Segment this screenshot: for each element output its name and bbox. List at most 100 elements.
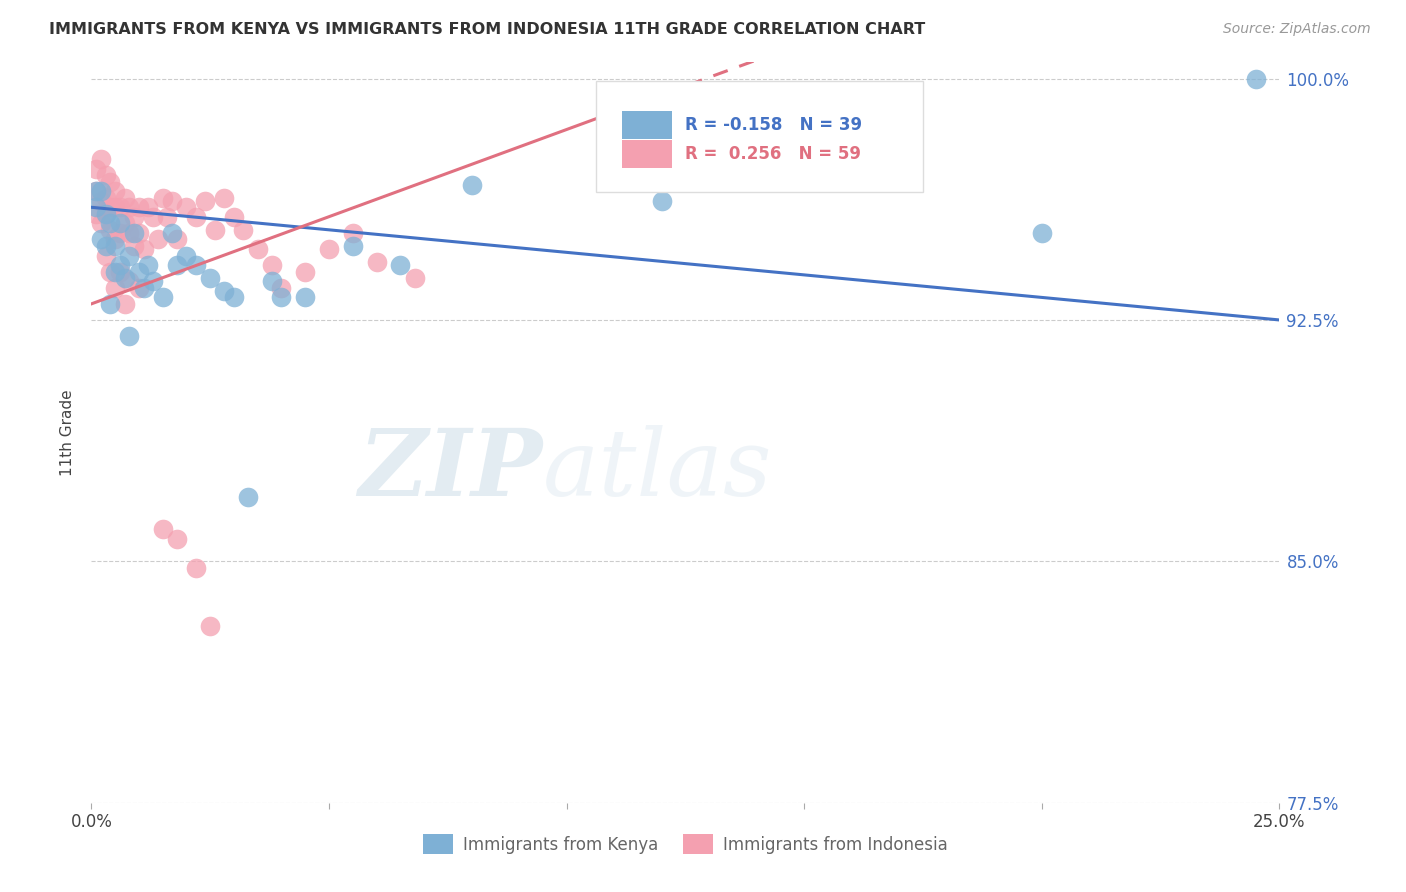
Point	[156, 210, 179, 224]
Point	[138, 200, 160, 214]
Point	[200, 271, 222, 285]
Point	[118, 274, 141, 288]
Point	[194, 194, 217, 208]
Y-axis label: 11th Grade: 11th Grade	[60, 389, 76, 476]
Point	[104, 265, 127, 279]
Point	[160, 194, 183, 208]
Point	[114, 191, 136, 205]
Point	[176, 200, 198, 214]
Point	[90, 194, 112, 208]
Point	[94, 207, 117, 221]
Point	[260, 258, 283, 272]
Point	[100, 175, 122, 189]
Point	[270, 281, 292, 295]
Point	[100, 200, 122, 214]
Point	[1031, 226, 1053, 240]
Point	[294, 265, 316, 279]
Point	[793, 145, 815, 160]
Point	[104, 281, 127, 295]
Point	[184, 561, 207, 575]
Point	[232, 223, 254, 237]
Text: atlas: atlas	[543, 425, 772, 515]
Point	[128, 281, 150, 295]
Point	[128, 265, 150, 279]
Point	[128, 200, 150, 214]
Point	[100, 216, 122, 230]
Point	[90, 216, 112, 230]
Point	[100, 297, 122, 311]
Point	[108, 200, 131, 214]
FancyBboxPatch shape	[623, 111, 672, 138]
Point	[114, 297, 136, 311]
Point	[94, 207, 117, 221]
Point	[222, 210, 245, 224]
Point	[222, 290, 245, 304]
Point	[138, 258, 160, 272]
Point	[152, 522, 174, 536]
Point	[104, 184, 127, 198]
Point	[84, 207, 107, 221]
Point	[294, 290, 316, 304]
Point	[152, 290, 174, 304]
Point	[94, 191, 117, 205]
Point	[104, 232, 127, 246]
Text: ZIP: ZIP	[359, 425, 543, 515]
Point	[166, 532, 188, 546]
Point	[84, 161, 107, 176]
Point	[90, 232, 112, 246]
Point	[118, 329, 141, 343]
Point	[166, 258, 188, 272]
Point	[176, 249, 198, 263]
Text: R = -0.158   N = 39: R = -0.158 N = 39	[685, 116, 862, 134]
Text: IMMIGRANTS FROM KENYA VS IMMIGRANTS FROM INDONESIA 11TH GRADE CORRELATION CHART: IMMIGRANTS FROM KENYA VS IMMIGRANTS FROM…	[49, 22, 925, 37]
Point	[122, 239, 145, 253]
Point	[118, 226, 141, 240]
Point	[114, 216, 136, 230]
Point	[460, 178, 482, 192]
Point	[108, 226, 131, 240]
Point	[342, 226, 364, 240]
Point	[84, 184, 107, 198]
Point	[1244, 71, 1267, 86]
Point	[104, 200, 127, 214]
FancyBboxPatch shape	[623, 140, 672, 169]
Point	[122, 210, 145, 224]
Point	[152, 191, 174, 205]
Point	[84, 184, 107, 198]
Point	[132, 281, 155, 295]
Point	[651, 194, 673, 208]
Point	[389, 258, 412, 272]
Point	[204, 223, 226, 237]
Point	[146, 232, 169, 246]
Point	[90, 152, 112, 166]
Point	[108, 216, 131, 230]
Point	[160, 226, 183, 240]
Point	[94, 239, 117, 253]
Point	[270, 290, 292, 304]
Point	[90, 184, 112, 198]
Point	[100, 223, 122, 237]
Point	[142, 274, 165, 288]
Point	[366, 255, 388, 269]
Point	[200, 619, 222, 633]
FancyBboxPatch shape	[596, 81, 922, 192]
Point	[122, 226, 145, 240]
Point	[100, 265, 122, 279]
Point	[108, 265, 131, 279]
Point	[342, 239, 364, 253]
Point	[108, 258, 131, 272]
Point	[84, 200, 107, 214]
Point	[118, 200, 141, 214]
Point	[118, 249, 141, 263]
Point	[132, 242, 155, 256]
Point	[318, 242, 340, 256]
Text: Source: ZipAtlas.com: Source: ZipAtlas.com	[1223, 22, 1371, 37]
Point	[404, 271, 426, 285]
Legend: Immigrants from Kenya, Immigrants from Indonesia: Immigrants from Kenya, Immigrants from I…	[416, 828, 955, 861]
Point	[128, 226, 150, 240]
Point	[246, 242, 269, 256]
Point	[114, 271, 136, 285]
Point	[166, 232, 188, 246]
Point	[184, 210, 207, 224]
Point	[260, 274, 283, 288]
